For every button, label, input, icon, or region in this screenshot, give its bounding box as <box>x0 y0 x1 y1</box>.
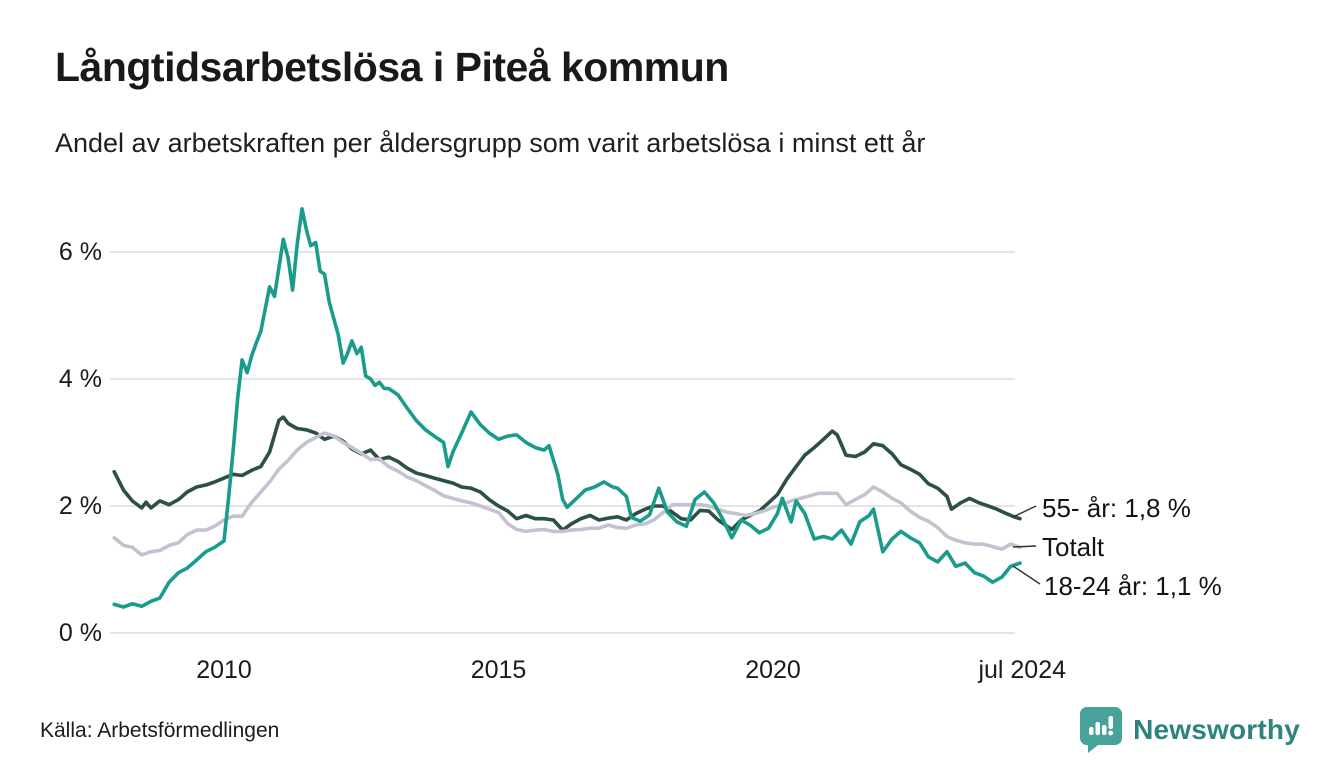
x-axis-tick-label: 2020 <box>745 656 801 684</box>
newsworthy-logo-icon <box>1079 706 1123 753</box>
end-label-totalt: Totalt <box>1042 532 1105 562</box>
exclamation-dot <box>1108 730 1114 736</box>
x-axis-tick-label: 2015 <box>470 656 527 684</box>
exclamation-stem <box>1108 716 1114 729</box>
bar-1 <box>1089 727 1094 735</box>
connector-55-ar <box>1012 505 1037 518</box>
connector-18-24-ar <box>1012 565 1041 585</box>
y-axis-tick-label: 4 % <box>58 365 102 393</box>
newsworthy-logo[interactable]: Newsworthy <box>1079 706 1300 753</box>
y-axis-tick-label: 6 % <box>58 238 102 266</box>
x-axis-tick-label: jul 2024 <box>978 656 1067 684</box>
end-label-55-ar: 55- år: 1,8 % <box>1042 493 1191 523</box>
chart-subtitle: Andel av arbetskraften per åldersgrupp s… <box>55 128 926 158</box>
series-lines <box>112 207 1022 609</box>
series-line-55-r <box>112 415 1022 532</box>
gridlines <box>110 251 1015 634</box>
bar-3 <box>1102 725 1107 735</box>
source-note: Källa: Arbetsförmedlingen <box>40 719 280 742</box>
annotation-connectors <box>1012 505 1041 585</box>
series-line-totalt <box>112 431 1022 557</box>
connector-totalt <box>1012 545 1037 548</box>
series-line-18-24-r <box>112 207 1022 609</box>
newsworthy-logo-text: Newsworthy <box>1133 713 1300 745</box>
end-label-18-24-ar: 18-24 år: 1,1 % <box>1044 571 1222 601</box>
bar-2 <box>1095 722 1101 735</box>
y-axis-tick-label: 0 % <box>58 619 102 647</box>
page-title: Långtidsarbetslösa i Piteå kommun <box>55 44 729 90</box>
y-axis-tick-label: 2 % <box>58 492 102 520</box>
speech-bubble-shape <box>1080 707 1123 753</box>
x-axis-tick-label: 2010 <box>196 656 252 684</box>
